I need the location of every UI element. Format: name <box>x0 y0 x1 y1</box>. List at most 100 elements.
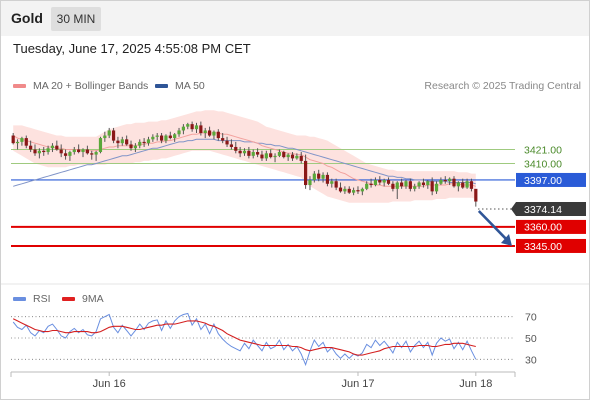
candle <box>434 181 439 194</box>
rsi-panel: 70 50 30 <box>11 312 537 366</box>
candle <box>221 133 225 144</box>
candle <box>81 148 85 158</box>
candle-body <box>356 190 360 192</box>
candle <box>116 136 120 149</box>
candle <box>426 179 430 189</box>
candle <box>229 139 234 150</box>
candle <box>430 177 434 196</box>
candle <box>391 181 395 192</box>
candle-body <box>343 188 347 192</box>
candle <box>251 149 255 159</box>
time-tick-label: Jun 16 <box>93 378 126 390</box>
candle-body <box>426 181 430 186</box>
candle <box>404 179 408 189</box>
candle-body <box>264 153 268 159</box>
ma20-swatch <box>13 84 26 88</box>
candle <box>395 181 399 199</box>
candle <box>255 148 260 158</box>
candle-body <box>207 130 212 136</box>
legend-ma20-label: MA 20 + Bollinger Bands <box>33 80 149 92</box>
projection-arrow-head <box>501 233 512 246</box>
candle-body <box>452 178 456 187</box>
candle-body <box>203 130 207 133</box>
candle <box>312 171 316 183</box>
candle-body <box>168 135 172 139</box>
candle-body <box>299 155 303 161</box>
candle <box>373 177 378 187</box>
candle <box>146 136 151 146</box>
candle-body <box>430 181 434 192</box>
candle-body <box>24 138 28 146</box>
price-tag-support <box>516 238 586 253</box>
candle-body <box>29 145 33 150</box>
candle-body <box>103 135 107 139</box>
rsi-9ma-line <box>12 318 476 356</box>
candle <box>173 133 177 142</box>
candle-body <box>151 136 155 140</box>
candle <box>334 178 338 191</box>
candle <box>238 146 242 158</box>
candle <box>413 183 417 192</box>
candle-body <box>360 188 364 192</box>
candle-body <box>347 188 351 193</box>
candle-body <box>325 174 330 184</box>
candle-body <box>111 130 116 141</box>
candle <box>421 178 426 188</box>
candle <box>356 186 360 194</box>
candle-body <box>290 154 295 159</box>
candle <box>212 130 216 140</box>
candle-body <box>181 126 185 131</box>
candle-body <box>37 150 41 154</box>
candle-body <box>138 141 142 146</box>
candle-body <box>238 150 242 154</box>
candle-body <box>408 181 412 189</box>
candle <box>120 136 124 146</box>
candle <box>42 146 46 156</box>
candle-body <box>225 140 229 145</box>
price-tag-support <box>516 219 586 234</box>
candle-body <box>55 145 59 150</box>
candle-body <box>474 188 478 202</box>
timeframe-button[interactable]: 30 MIN <box>51 7 101 31</box>
candle <box>452 176 456 188</box>
candle-body <box>255 152 260 155</box>
candle <box>125 135 129 146</box>
candle-body <box>199 125 203 133</box>
candle-body <box>159 135 164 141</box>
candle <box>225 136 229 147</box>
candle <box>304 154 308 189</box>
candle-body <box>413 186 417 189</box>
candle <box>203 127 207 139</box>
candle-body <box>369 183 373 186</box>
candle-body <box>50 145 55 149</box>
candle <box>290 152 295 161</box>
candle <box>98 136 103 154</box>
candle <box>378 176 382 186</box>
candle-body <box>456 182 460 187</box>
candle-body <box>382 179 386 183</box>
candle-body <box>186 124 190 127</box>
candle <box>90 150 94 160</box>
candle-body <box>194 125 199 130</box>
candle-body <box>386 179 391 184</box>
candle-body <box>90 153 94 155</box>
price-tag-last <box>511 201 586 216</box>
candle <box>155 133 159 141</box>
candle-body <box>15 141 20 144</box>
candle-body <box>434 183 439 192</box>
candle-body <box>146 139 151 144</box>
candle <box>474 188 478 207</box>
candle-body <box>334 181 338 188</box>
credit-text: Research © 2025 Trading Central <box>424 80 581 92</box>
candle-body <box>81 149 85 153</box>
candle-body <box>229 144 234 147</box>
candle <box>138 139 142 149</box>
candle <box>369 178 373 188</box>
candle-body <box>11 135 15 144</box>
candle <box>400 178 404 189</box>
candle-body <box>439 179 443 184</box>
candle <box>103 131 107 142</box>
candle-body <box>443 179 447 182</box>
candle <box>234 141 238 154</box>
